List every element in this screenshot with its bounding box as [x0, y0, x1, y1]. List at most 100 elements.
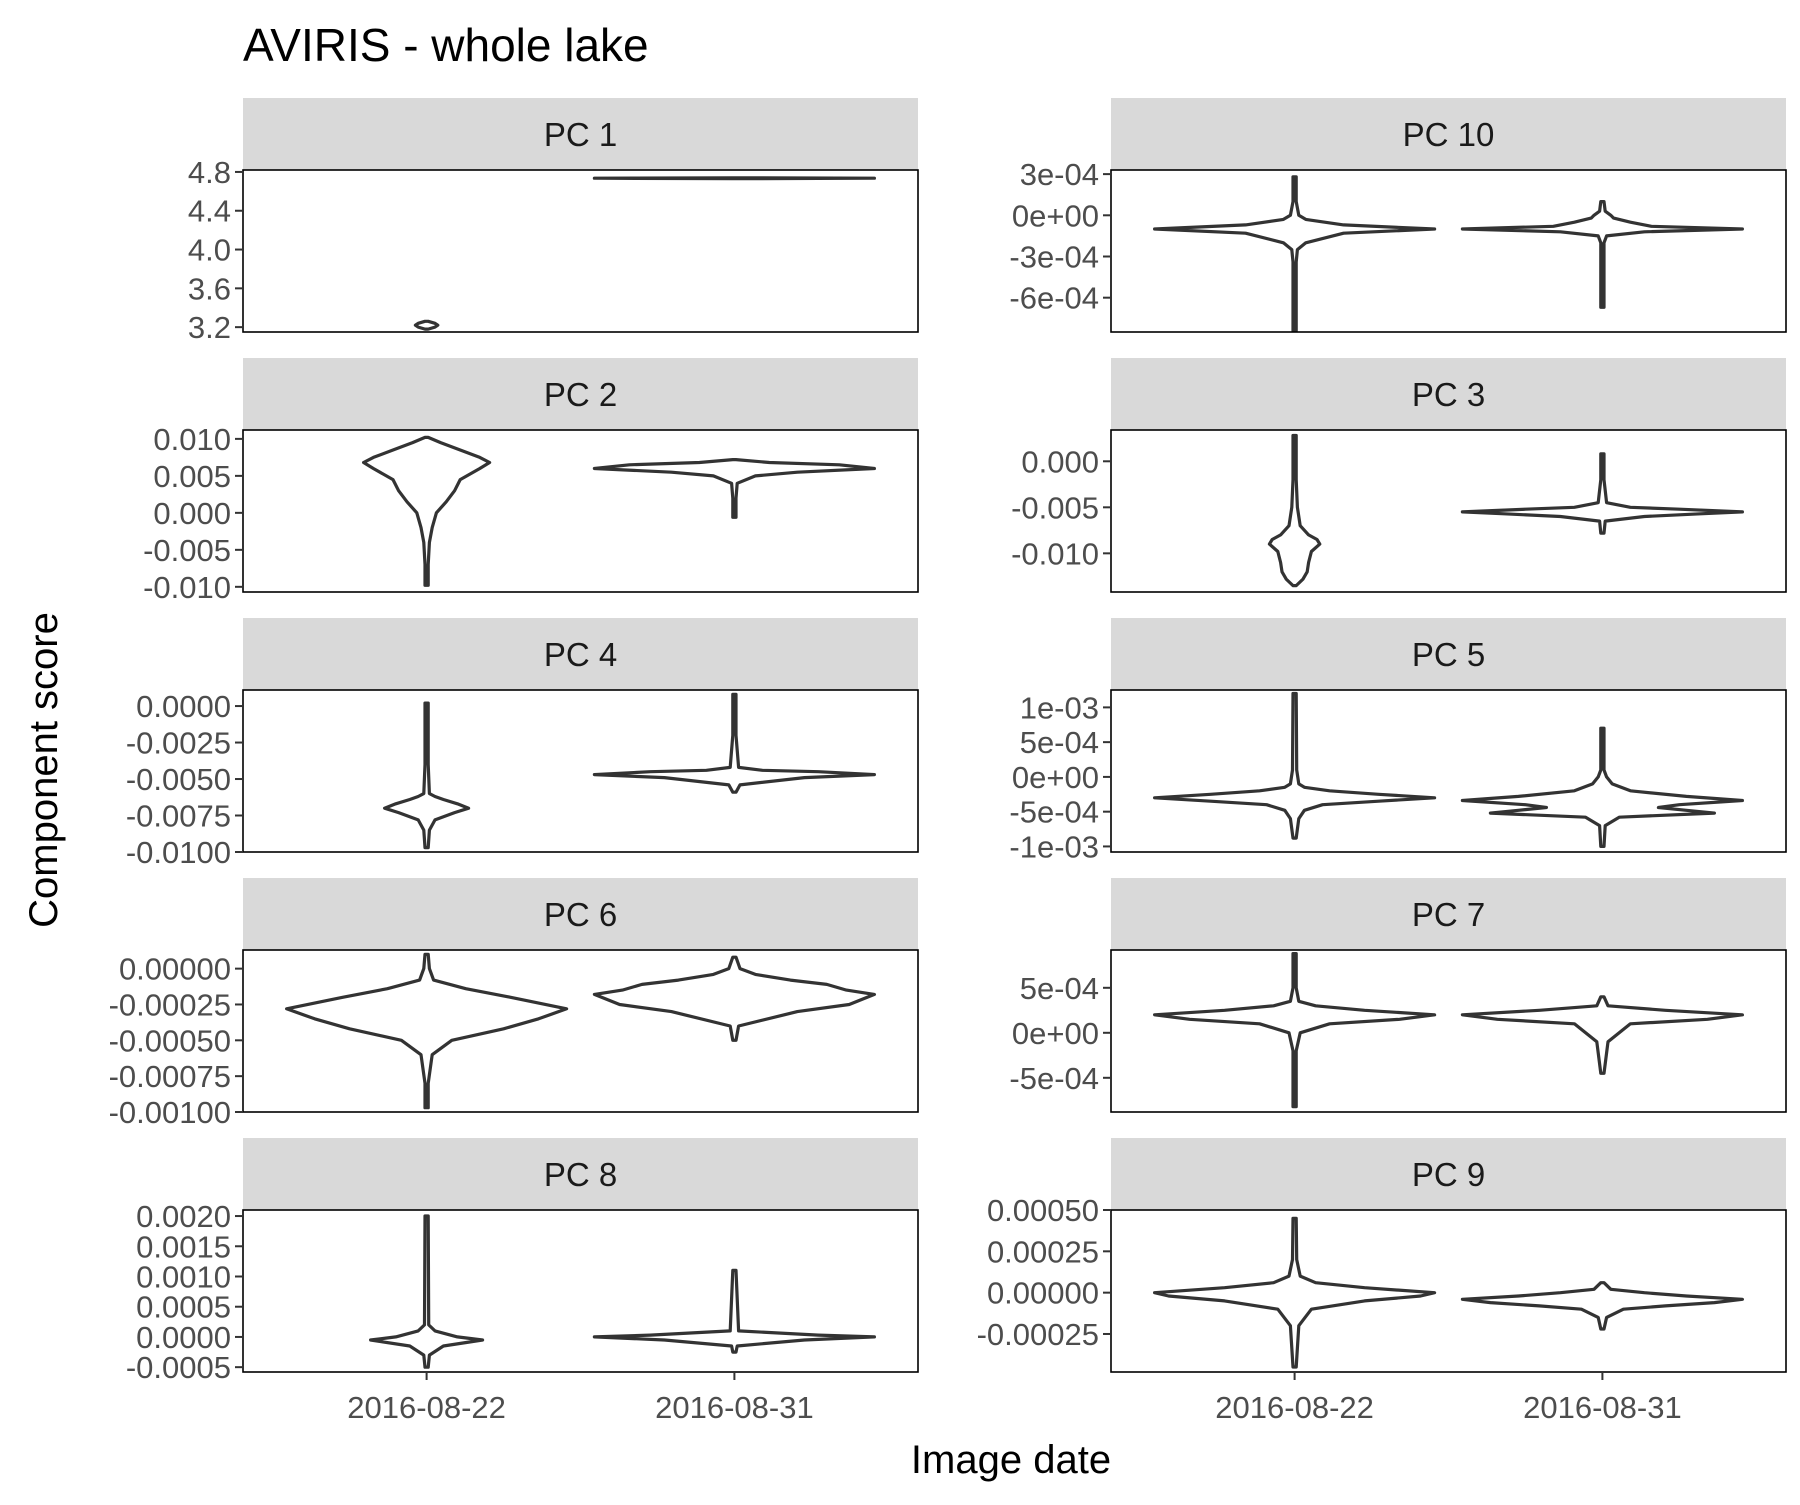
facet-pc1: PC 1 4.8 4.4 4.03.6 3.2: [188, 98, 919, 345]
y-tick-label: 0.0005: [136, 1290, 231, 1325]
y-tick-label: -5e-04: [1009, 1061, 1099, 1096]
y-tick-label: -0.00025: [977, 1317, 1099, 1352]
facet-strip-label: PC 1: [544, 116, 617, 153]
y-tick-label: -0.005: [1011, 490, 1099, 525]
facet-strip: [1111, 1138, 1786, 1210]
y-tick-label: -0.0075: [126, 799, 231, 834]
x-tick-label: 2016-08-22: [1215, 1390, 1374, 1425]
panel-border: [1110, 949, 1787, 1113]
violin-2016-08-31: [1460, 200, 1744, 309]
panel-border: [242, 1209, 919, 1373]
panel-border: [242, 169, 919, 333]
violin-2016-08-22: [1153, 175, 1437, 333]
panel-border: [1110, 429, 1787, 593]
x-axis-title: Image date: [911, 1438, 1111, 1482]
facet-pc3: PC 3 0.000 -0.005 -0.010: [1011, 358, 1787, 593]
y-tick-label: 0.005: [153, 459, 231, 494]
violin-2016-08-31: [592, 458, 876, 519]
facet-strip: [243, 98, 918, 170]
facet-strip-label: PC 10: [1403, 116, 1495, 153]
y-tick-label: -3e-04: [1009, 239, 1099, 274]
facet-strip: [243, 618, 918, 690]
y-tick-label: 0.0000: [136, 689, 231, 724]
facet-strip-label: PC 8: [544, 1156, 617, 1193]
facet-strip-label: PC 5: [1412, 636, 1485, 673]
violin-2016-08-31: [1460, 452, 1744, 535]
y-tick-label: -0.0100: [126, 835, 231, 870]
y-tick-label: -0.0025: [126, 726, 231, 761]
facet-pc6: PC 6 0.00000-0.00025-0.00050-0.00075-0.00…: [109, 878, 919, 1130]
facet-strip-label: PC 2: [544, 376, 617, 413]
facet-strip: [243, 358, 918, 430]
y-tick-label: 0.0015: [136, 1229, 231, 1264]
y-tick-label: 0e+00: [1012, 1016, 1099, 1051]
facet-pc7: PC 7 5e-04 0e+00 -5e-04: [1009, 878, 1787, 1113]
panel-border: [1110, 1209, 1787, 1373]
y-tick-label: 0.00025: [987, 1234, 1099, 1269]
y-tick-label: 3.2: [188, 310, 231, 345]
y-tick-label: -0.00075: [109, 1059, 231, 1094]
violin-2016-08-31: [592, 955, 876, 1042]
violin-2016-08-22: [285, 952, 569, 1110]
y-tick-label: 0.000: [153, 496, 231, 531]
y-tick-label: 1e-03: [1020, 690, 1099, 725]
y-tick-label: -1e-03: [1009, 829, 1099, 864]
y-tick-label: 4.8: [188, 155, 231, 190]
y-tick-label: -0.00050: [109, 1023, 231, 1058]
violin-2016-08-22: [383, 701, 471, 850]
y-tick-label: -0.0050: [126, 762, 231, 797]
violin-2016-08-22: [1153, 691, 1437, 840]
y-tick-label: 4.4: [188, 194, 231, 229]
y-tick-label: 0.00000: [119, 952, 231, 987]
facet-strip: [243, 878, 918, 950]
violin-2016-08-31: [1460, 726, 1744, 848]
y-tick-label: 5e-04: [1020, 971, 1099, 1006]
x-tick-label: 2016-08-31: [1523, 1390, 1682, 1425]
y-tick-label: 0.0000: [136, 1320, 231, 1355]
y-axis-title: Component score: [22, 612, 66, 928]
y-tick-label: 0.00050: [987, 1193, 1099, 1228]
panel-border: [242, 429, 919, 593]
panel-border: [1110, 169, 1787, 333]
x-tick-label: 2016-08-22: [347, 1390, 506, 1425]
facet-strip: [243, 1138, 918, 1210]
violin-2016-08-31: [592, 176, 876, 181]
y-tick-label: 0.000: [1021, 444, 1099, 479]
x-tick-label: 2016-08-31: [655, 1390, 814, 1425]
y-tick-label: 0e+00: [1012, 198, 1099, 233]
y-tick-label: -0.010: [1011, 536, 1099, 571]
facet-strip-label: PC 9: [1412, 1156, 1485, 1193]
panel-border: [1110, 689, 1787, 853]
y-tick-label: -6e-04: [1009, 281, 1099, 316]
y-tick-label: 0.0010: [136, 1259, 231, 1294]
violin-2016-08-31: [592, 1268, 876, 1354]
y-tick-label: -0.00025: [109, 987, 231, 1022]
facet-strip: [1111, 98, 1786, 170]
y-tick-label: 3.6: [188, 271, 231, 306]
violin-2016-08-31: [1460, 1281, 1744, 1331]
facet-pc9: PC 9 0.00050 0.00025 0.00000 -0.00025 2016-08…: [977, 1138, 1787, 1425]
violin-2016-08-22: [413, 319, 440, 331]
y-tick-label: -0.005: [143, 533, 231, 568]
facet-pc8: PC 8 0.00200.00150.00100.00050.0000-0.000…: [126, 1138, 919, 1425]
facet-grid: PC 1 4.8 4.4 4.03.6 3.2 PC 10 3e-04 0e+00 -3e-04…: [109, 98, 1787, 1425]
facet-pc10: PC 10 3e-04 0e+00 -3e-04 -6e-04: [1009, 98, 1787, 333]
y-tick-label: 3e-04: [1020, 157, 1099, 192]
y-tick-label: 0.010: [153, 422, 231, 457]
y-tick-label: -0.00100: [109, 1095, 231, 1130]
violin-2016-08-31: [592, 692, 876, 794]
violin-2016-08-22: [369, 1214, 485, 1369]
facet-pc2: PC 2 0.0100.0050.000-0.005-0.010: [143, 358, 919, 605]
facet-strip-label: PC 3: [1412, 376, 1485, 413]
facet-strip: [1111, 358, 1786, 430]
y-tick-label: 0.0020: [136, 1199, 231, 1234]
facet-strip-label: PC 7: [1412, 896, 1485, 933]
violin-2016-08-22: [1267, 433, 1322, 588]
y-tick-label: 5e-04: [1020, 725, 1099, 760]
y-tick-label: 0.00000: [987, 1276, 1099, 1311]
violin-2016-08-22: [1153, 952, 1437, 1109]
y-tick-label: -5e-04: [1009, 795, 1099, 830]
